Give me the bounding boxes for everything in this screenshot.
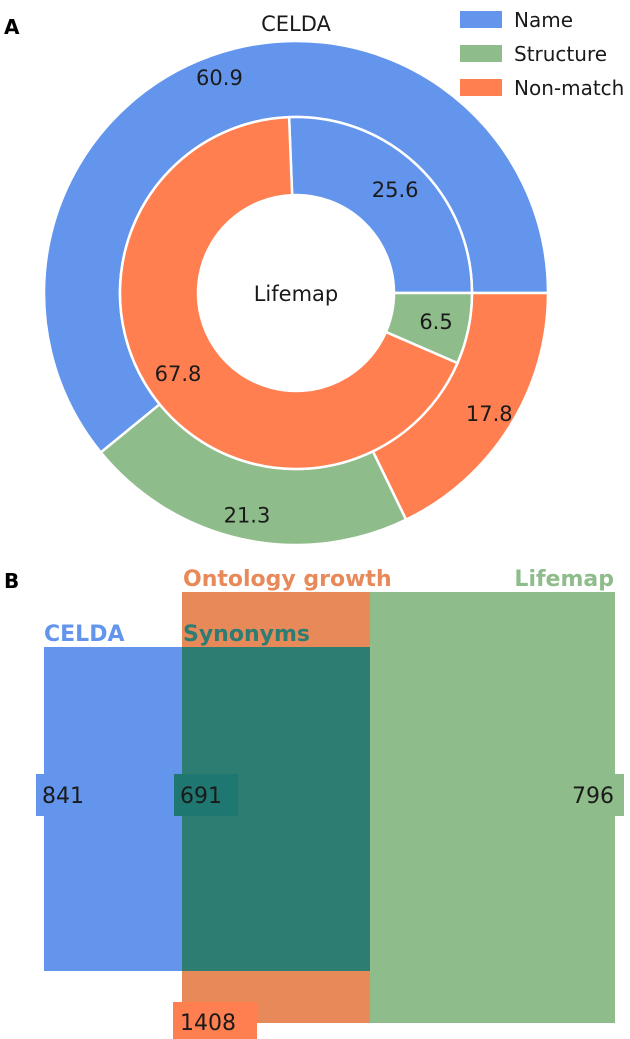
celda-count: 841 [42,784,84,809]
panel-a-label: A [4,15,20,39]
synonyms-count: 691 [180,784,222,809]
ontology-growth-title: Ontology growth [183,567,392,592]
legend-label-non-match: Non-match [514,76,624,100]
legend-swatch-non-match [460,79,502,96]
legend-swatch-structure [460,45,502,62]
panel-b-label: B [4,569,19,593]
synonyms-title: Synonyms [183,622,310,647]
synonyms-count-box [174,774,238,816]
celda-count-box [36,774,96,816]
lifemap-title: Lifemap [514,567,614,592]
outer-ring-title: CELDA [261,12,331,36]
outer-slice-label-structure: 21.3 [224,504,271,528]
slice-labels: 60.9 21.3 17.8 25.6 67.8 6.5 [155,66,513,527]
legend: Name Structure Non-match [460,8,624,100]
outer-slice-label-non-match: 17.8 [466,402,513,426]
outer-ring [42,39,550,547]
lifemap-count: 796 [572,784,614,809]
ontology-growth-count: 1408 [180,1011,236,1036]
lifemap-count-box [578,774,624,816]
legend-label-structure: Structure [514,42,607,66]
legend-label-name: Name [514,8,573,32]
legend-swatch-name [460,11,502,28]
area-diagram: Ontology growth Lifemap CELDA Synonyms 8… [36,567,624,1039]
donut-hole [198,195,394,391]
inner-ring-title: Lifemap [254,282,339,306]
outer-slice-label-name: 60.9 [196,66,243,90]
ontology-growth-count-box-top [173,1002,257,1039]
inner-slice-label-structure: 6.5 [419,310,452,334]
nested-donut-chart: 60.9 21.3 17.8 25.6 67.8 6.5 CELDA Lifemap [42,12,550,547]
inner-slice-label-name: 25.6 [372,178,419,202]
inner-slice-label-non-match: 67.8 [155,362,202,386]
celda-title: CELDA [44,622,124,647]
